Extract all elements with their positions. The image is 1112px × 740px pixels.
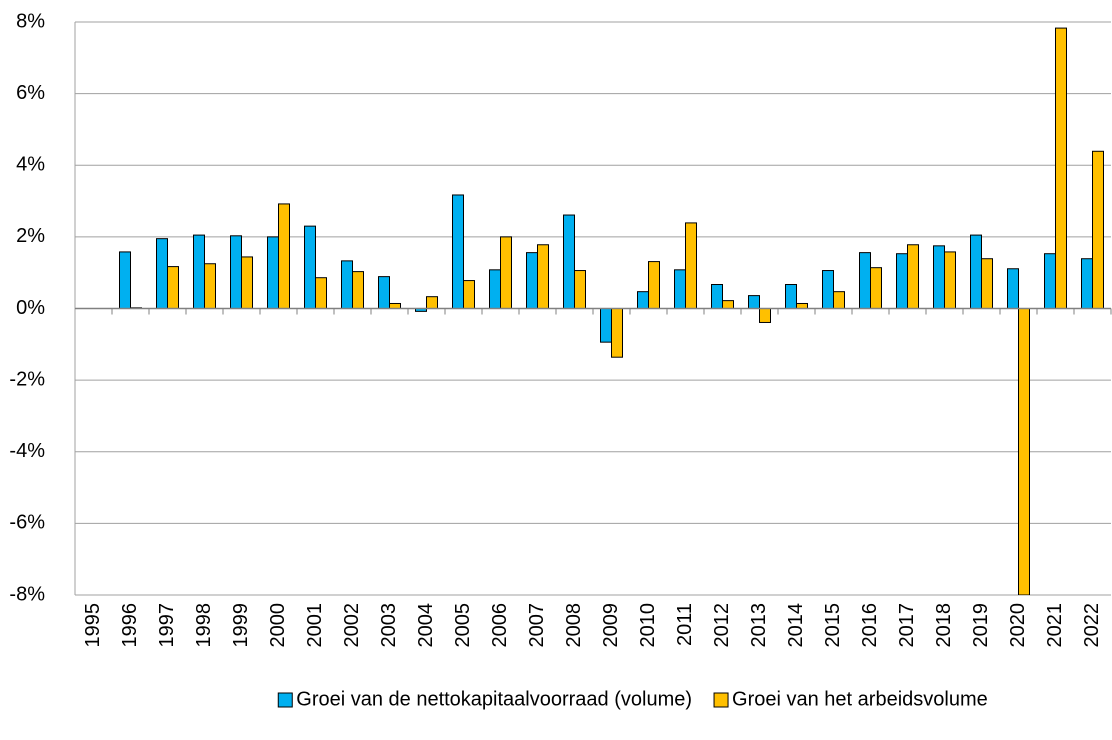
y-tick-label: 4% (16, 154, 45, 176)
x-tick-label: 1996 (119, 603, 141, 648)
bar (711, 284, 723, 309)
y-tick-label: 2% (16, 225, 45, 247)
x-tick-label: 2011 (674, 603, 696, 646)
bar (785, 284, 797, 309)
bar (463, 280, 475, 310)
bar (537, 244, 549, 310)
x-tick-label: 2017 (896, 603, 918, 648)
x-tick-label: 2009 (600, 603, 622, 648)
x-tick-label: 1999 (230, 603, 252, 648)
bar (315, 277, 327, 310)
bar (796, 302, 808, 309)
bar (944, 251, 956, 309)
bar (859, 252, 871, 310)
x-tick-label: 2006 (489, 603, 511, 648)
bar (563, 214, 575, 309)
bar (833, 291, 845, 309)
bar (267, 236, 279, 309)
bar (489, 269, 501, 310)
bar (870, 267, 882, 309)
x-tick-label: 2003 (378, 603, 400, 648)
bar (1018, 308, 1030, 595)
bar (759, 308, 771, 323)
legend-label: Groei van het arbeidsvolume (732, 688, 988, 710)
x-tick-label: 1995 (82, 603, 104, 648)
bar (378, 276, 390, 309)
y-tick-label: -8% (9, 583, 45, 605)
bar (230, 235, 242, 309)
bar (193, 234, 205, 310)
x-tick-label: 2020 (1007, 603, 1029, 648)
bar (500, 236, 512, 309)
bar (204, 263, 216, 309)
x-tick-label: 2019 (970, 603, 992, 648)
x-tick-label: 2008 (563, 603, 585, 648)
bar (1007, 268, 1019, 310)
x-tick-label: 1997 (156, 603, 178, 648)
x-tick-label: 2016 (859, 603, 881, 648)
bar (611, 308, 623, 358)
x-tick-label: 2007 (526, 603, 548, 648)
y-tick-label: 8% (16, 10, 45, 32)
bar (981, 258, 993, 309)
x-tick-label: 2015 (822, 603, 844, 648)
x-tick-label: 2012 (711, 603, 733, 648)
x-tick-label: 2002 (341, 603, 363, 648)
bar (426, 296, 438, 310)
bar (822, 270, 834, 310)
bar (156, 238, 168, 309)
x-tick-label: 2000 (267, 603, 289, 648)
x-tick-label: 2022 (1081, 603, 1103, 648)
bar (748, 295, 760, 310)
bar (1055, 27, 1067, 309)
bar (674, 269, 686, 310)
bar (574, 270, 586, 310)
legend-label: Groei van de nettokapitaalvoorraad (volu… (296, 688, 692, 710)
y-tick-label: -6% (9, 512, 45, 534)
bar (600, 308, 612, 343)
bar (452, 194, 464, 310)
bar (1044, 253, 1056, 310)
bar (637, 291, 649, 309)
x-tick-label: 1998 (193, 603, 215, 648)
x-tick-label: 2001 (304, 603, 326, 648)
bar (278, 203, 290, 310)
y-tick-label: 6% (16, 82, 45, 104)
x-tick-label: 2004 (415, 603, 437, 648)
plot-area (119, 27, 1104, 595)
bar (119, 251, 131, 309)
x-tick-label: 2018 (933, 603, 955, 648)
bar (648, 261, 660, 310)
legend: Groei van de nettokapitaalvoorraad (volu… (277, 688, 988, 710)
bar (352, 271, 364, 310)
legend-swatch (277, 692, 293, 708)
bar (1081, 258, 1093, 309)
x-tick-label: 2021 (1044, 603, 1066, 648)
y-tick-label: -4% (9, 440, 45, 462)
bar (167, 266, 179, 309)
x-tick-label: 2005 (452, 603, 474, 648)
bar (907, 244, 919, 310)
bar (304, 225, 316, 310)
legend-swatch (713, 692, 729, 708)
bar (241, 256, 253, 309)
bar (685, 222, 697, 309)
bar (933, 245, 945, 309)
x-tick-label: 2014 (785, 603, 807, 648)
y-tick-label: 0% (16, 297, 45, 319)
x-tick-label: 2013 (748, 603, 770, 648)
bar (341, 260, 353, 310)
x-tick-label: 2010 (637, 603, 659, 648)
bar (970, 234, 982, 310)
y-tick-label: -2% (9, 368, 45, 390)
bar (1092, 150, 1104, 309)
bar (526, 252, 538, 310)
bar (896, 253, 908, 310)
bar (389, 302, 401, 309)
bar (722, 300, 734, 309)
